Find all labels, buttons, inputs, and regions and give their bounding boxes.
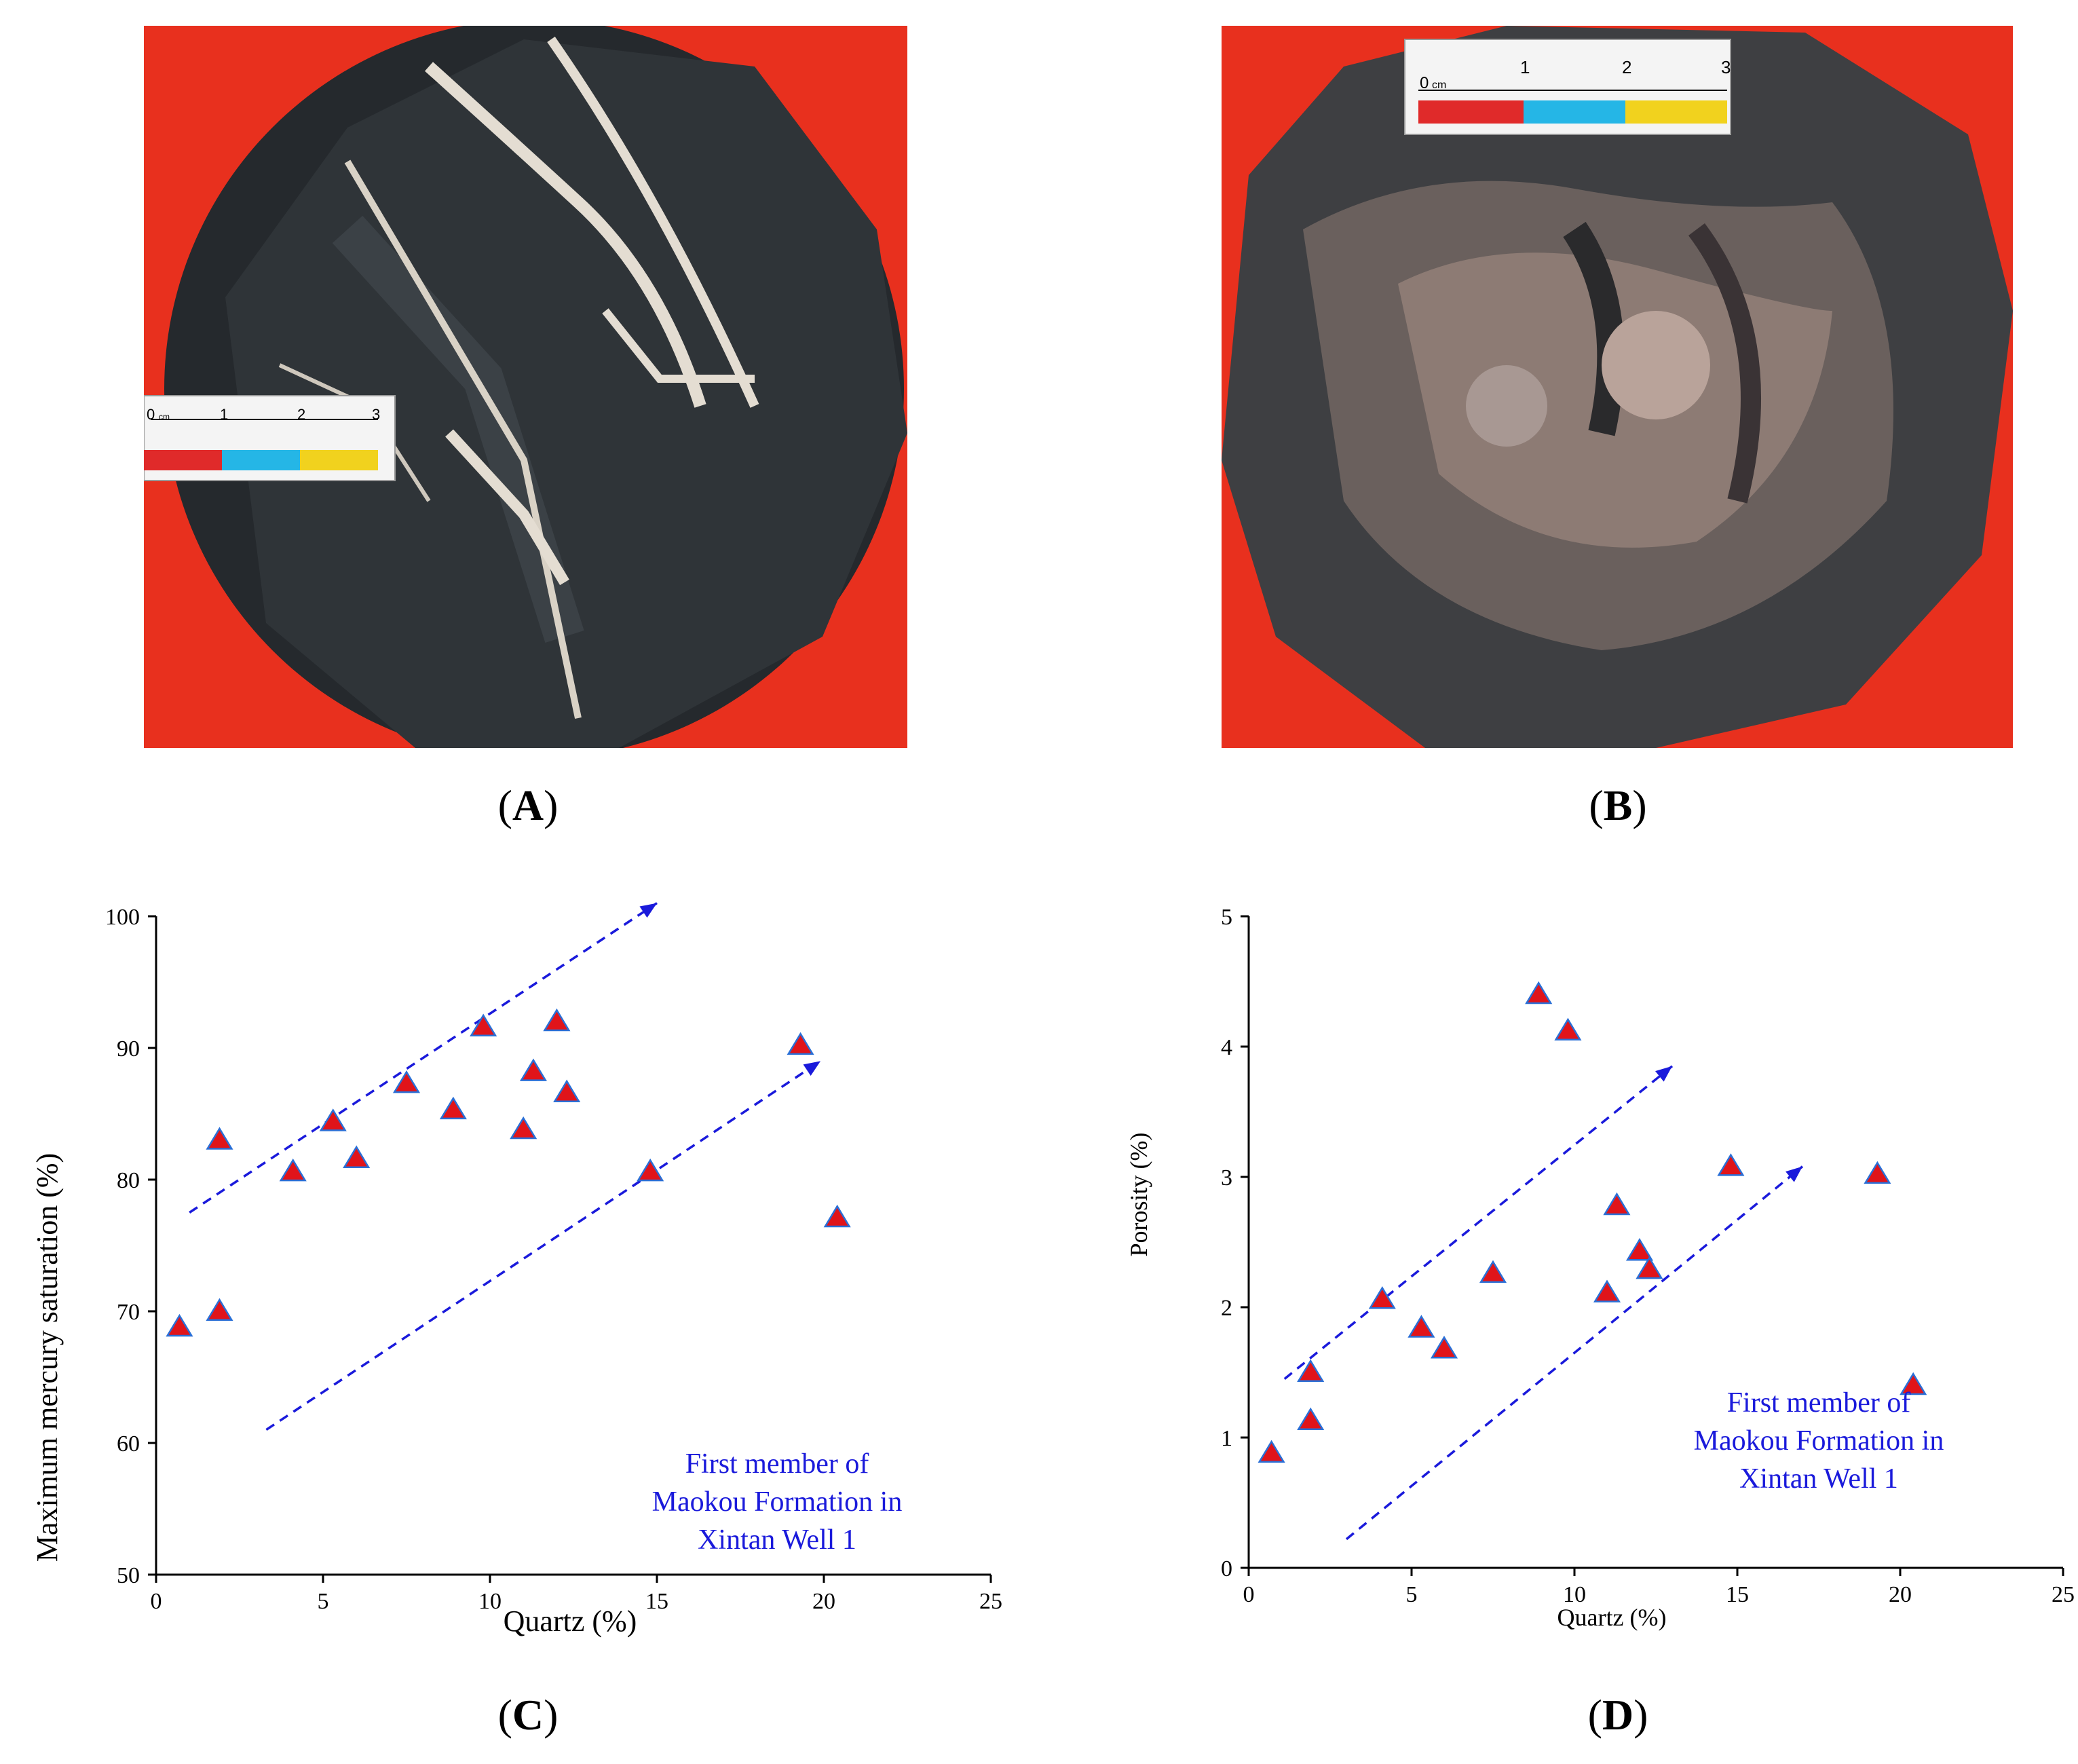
annotation-line: Maokou Formation in bbox=[652, 1486, 903, 1518]
data-point bbox=[553, 1079, 581, 1102]
annotation-line: First member of bbox=[1727, 1387, 1911, 1419]
x-tick-label: 25 bbox=[979, 1589, 1002, 1614]
data-point bbox=[787, 1032, 814, 1055]
y-tick-label: 90 bbox=[117, 1036, 140, 1062]
data-point bbox=[392, 1070, 421, 1093]
chart-d-plot: 0 5 10 15 20 25 0 1 2 3 4 5 First member of Maokou Fo… bbox=[1221, 905, 2075, 1607]
data-point bbox=[279, 1158, 307, 1182]
photo-b-image: 0 cm 1 2 3 bbox=[1222, 26, 2013, 748]
data-point bbox=[823, 1204, 851, 1228]
y-tick-label: 50 bbox=[117, 1563, 140, 1588]
data-point bbox=[519, 1058, 548, 1081]
data-point bbox=[439, 1096, 467, 1120]
data-point bbox=[1603, 1192, 1631, 1216]
data-point bbox=[1525, 981, 1553, 1005]
annotation-line: Xintan Well 1 bbox=[698, 1524, 856, 1556]
scale-label-3: 3 bbox=[372, 406, 380, 423]
annotation-line: Maokou Formation in bbox=[1694, 1425, 1944, 1457]
data-point bbox=[1258, 1440, 1285, 1463]
trend-arrow-head bbox=[803, 1061, 821, 1076]
trend-arrow-head bbox=[639, 903, 657, 918]
x-tick-label: 20 bbox=[1889, 1582, 1912, 1607]
photo-a-image: 0 cm 1 2 3 bbox=[144, 26, 907, 748]
data-point bbox=[1593, 1279, 1621, 1302]
data-point bbox=[637, 1158, 664, 1182]
x-tick-label: 0 bbox=[1243, 1582, 1255, 1607]
x-tick-label: 5 bbox=[318, 1589, 329, 1614]
panel-label-b: (B) bbox=[1589, 781, 1647, 829]
scale-label-2: 2 bbox=[297, 406, 305, 423]
y-tick-label: 3 bbox=[1221, 1165, 1232, 1190]
data-point bbox=[510, 1116, 537, 1140]
x-tick-label: 0 bbox=[151, 1589, 162, 1614]
y-tick-label: 70 bbox=[117, 1300, 140, 1325]
chart-c-plot: 0 5 10 15 20 25 50 60 70 80 90 100 First member of Ma… bbox=[105, 902, 1002, 1614]
annotation-line: Xintan Well 1 bbox=[1739, 1463, 1898, 1495]
scale-label-3: 3 bbox=[1721, 57, 1731, 77]
scale-label-1: 1 bbox=[220, 406, 228, 423]
y-tick-label: 100 bbox=[105, 905, 140, 930]
chart-d-xlabel: Quartz (%) bbox=[1557, 1604, 1667, 1631]
data-point bbox=[1408, 1315, 1435, 1338]
data-point bbox=[1864, 1161, 1891, 1184]
data-point bbox=[1717, 1153, 1745, 1176]
x-tick-label: 15 bbox=[1726, 1582, 1749, 1607]
x-tick-label: 25 bbox=[2052, 1582, 2075, 1607]
data-point bbox=[1430, 1336, 1458, 1359]
trend-arrow-line bbox=[1283, 1065, 1674, 1380]
chart-c: 0 5 10 15 20 25 50 60 70 80 90 100 First member of Ma… bbox=[31, 902, 1002, 1638]
scale-label-cm: cm bbox=[159, 412, 170, 421]
chart-d: 0 5 10 15 20 25 0 1 2 3 4 5 First member of Maokou Fo… bbox=[1125, 905, 2075, 1631]
data-point bbox=[206, 1127, 233, 1150]
scale-label-2: 2 bbox=[1622, 57, 1631, 77]
y-tick-label: 0 bbox=[1221, 1556, 1232, 1581]
scale-label-0: 0 bbox=[147, 406, 155, 423]
data-point bbox=[1900, 1372, 1927, 1395]
data-point bbox=[1297, 1407, 1325, 1431]
y-tick-label: 4 bbox=[1221, 1035, 1232, 1060]
photo-a-rock-core: 0 cm 1 2 3 bbox=[144, 26, 907, 748]
y-tick-label: 2 bbox=[1221, 1296, 1232, 1321]
scale-bar bbox=[144, 395, 396, 481]
vein bbox=[424, 62, 706, 408]
x-tick-label: 20 bbox=[812, 1589, 835, 1614]
panel-label-c: (C) bbox=[497, 1691, 559, 1739]
trend-arrow-line bbox=[1345, 1165, 1804, 1541]
data-point bbox=[1368, 1286, 1396, 1309]
photo-b-rock-core: 0 cm 1 2 3 bbox=[1222, 26, 2013, 748]
data-point bbox=[319, 1108, 347, 1131]
data-point bbox=[1479, 1260, 1507, 1283]
scale-label-0: 0 bbox=[1420, 74, 1429, 92]
data-point bbox=[166, 1313, 193, 1337]
x-tick-label: 10 bbox=[478, 1589, 502, 1614]
chart-d-ylabel: Porosity (%) bbox=[1125, 1133, 1152, 1257]
data-point bbox=[1636, 1256, 1663, 1279]
data-point bbox=[1297, 1359, 1325, 1382]
data-point bbox=[470, 1013, 497, 1036]
y-tick-label: 5 bbox=[1221, 905, 1232, 930]
scale-label-1: 1 bbox=[1520, 57, 1530, 77]
panel-label-a: (A) bbox=[497, 781, 559, 829]
scale-bar bbox=[1404, 39, 1731, 135]
data-point bbox=[206, 1298, 233, 1321]
data-point bbox=[1625, 1238, 1654, 1261]
trend-arrow-line bbox=[189, 902, 658, 1214]
annotation-line: First member of bbox=[685, 1448, 869, 1480]
y-tick-label: 80 bbox=[117, 1168, 140, 1193]
x-tick-label: 5 bbox=[1406, 1582, 1418, 1607]
data-point bbox=[1554, 1017, 1582, 1040]
panel-label-d: (D) bbox=[1587, 1691, 1648, 1739]
y-tick-label: 60 bbox=[117, 1431, 140, 1457]
x-tick-label: 15 bbox=[645, 1589, 668, 1614]
chart-c-xlabel: Quartz (%) bbox=[504, 1605, 637, 1638]
data-point bbox=[543, 1008, 571, 1032]
data-point bbox=[343, 1145, 371, 1168]
x-tick-label: 10 bbox=[1563, 1582, 1586, 1607]
trend-arrow-head bbox=[1655, 1066, 1672, 1082]
trend-arrow-head bbox=[1786, 1166, 1802, 1182]
trend-arrow-line bbox=[265, 1059, 822, 1431]
y-tick-label: 1 bbox=[1221, 1426, 1232, 1451]
scale-label-cm: cm bbox=[1432, 79, 1446, 91]
chart-c-ylabel: Maximum mercury saturation (%) bbox=[31, 1153, 64, 1562]
